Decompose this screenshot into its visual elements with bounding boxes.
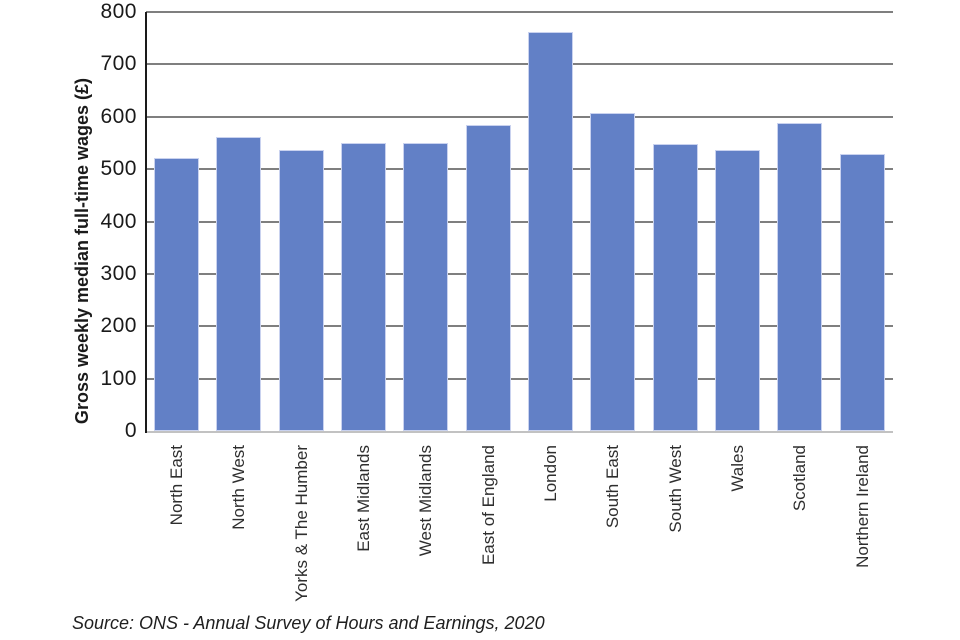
- bar-south-east: [590, 113, 635, 431]
- bar-south-west: [653, 144, 698, 431]
- gridline-200: [146, 325, 893, 328]
- x-category-label-text: London: [540, 445, 560, 502]
- gridline-600: [146, 115, 893, 118]
- gridline-800: [146, 11, 893, 13]
- bar-northern-ireland: [840, 154, 885, 431]
- y-axis-title: Gross weekly median full-time wages (£): [72, 77, 92, 425]
- y-axis-line: [145, 12, 147, 433]
- y-tick-label-700: 700: [100, 52, 137, 76]
- y-tick-label-800: 800: [100, 0, 137, 23]
- gridline-700: [146, 63, 893, 66]
- x-category-label-text: East Midlands: [353, 445, 373, 552]
- x-category-label-text: South East: [602, 445, 622, 529]
- x-category-label-text: East of England: [478, 445, 498, 566]
- source-note: Source: ONS - Annual Survey of Hours and…: [72, 613, 545, 633]
- bar-east-midlands: [341, 143, 386, 431]
- x-axis-baseline: [145, 431, 893, 433]
- bar-east-of-england: [466, 125, 511, 431]
- x-category-label-text: Yorks & The Humber: [291, 445, 311, 602]
- y-tick-label-300: 300: [100, 261, 137, 285]
- x-category-label-text: Scotland: [789, 445, 809, 512]
- x-category-label-text: South West: [665, 445, 685, 533]
- x-category-label-text: West Midlands: [415, 445, 435, 557]
- y-tick-label-0: 0: [124, 419, 137, 442]
- x-category-label-wales: Wales: [728, 445, 775, 492]
- gridline-300: [146, 272, 893, 275]
- bar-west-midlands: [403, 143, 448, 431]
- bar-yorks-the-humber: [279, 150, 324, 431]
- bar-scotland: [777, 123, 822, 431]
- bar-north-west: [216, 137, 261, 431]
- x-category-label-northern-ireland: Northern Ireland: [853, 445, 960, 568]
- y-tick-label-400: 400: [100, 209, 137, 233]
- bar-london: [528, 32, 573, 431]
- x-category-label-london: London: [541, 445, 598, 502]
- gridline-400: [146, 220, 893, 223]
- bar-north-east: [154, 158, 199, 431]
- y-tick-label-500: 500: [100, 157, 137, 181]
- bar-wales: [715, 150, 760, 431]
- y-tick-label-200: 200: [100, 314, 137, 338]
- x-category-label-scotland: Scotland: [790, 445, 856, 511]
- x-category-label-text: Northern Ireland: [852, 445, 872, 568]
- x-category-label-text: North West: [228, 445, 248, 530]
- gridline-500: [146, 168, 893, 171]
- y-tick-label-100: 100: [100, 366, 137, 390]
- gridline-100: [146, 377, 893, 380]
- y-tick-label-600: 600: [100, 104, 137, 128]
- x-category-label-text: Wales: [727, 445, 747, 492]
- x-category-label-text: North East: [166, 445, 186, 526]
